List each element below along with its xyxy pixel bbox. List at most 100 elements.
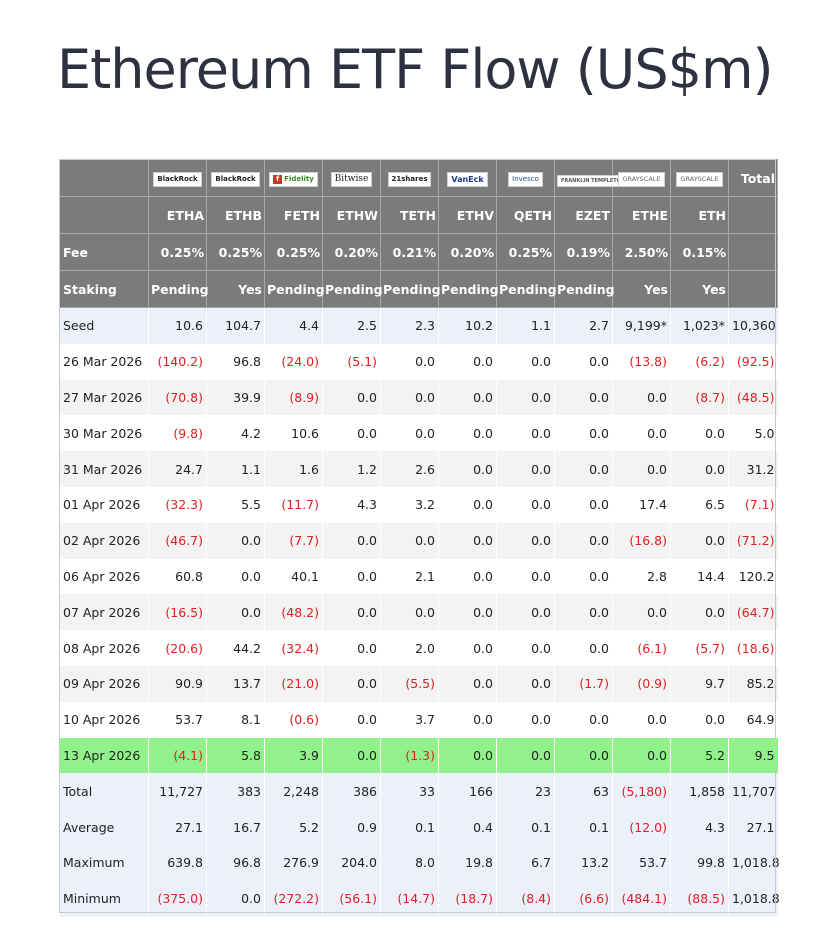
issuer-logo: Bitwise xyxy=(330,172,373,187)
flow-value-cell: 13.2 xyxy=(554,844,613,881)
issuer-logo: GRAYSCALE xyxy=(676,172,723,187)
flow-value-cell: (20.6) xyxy=(148,630,207,666)
row-total-cell: (64.7) xyxy=(728,594,778,631)
issuer-logo-cell: VanEck xyxy=(438,159,497,197)
flow-value-cell: (5,180) xyxy=(612,773,671,810)
row-total-cell: 10,360 xyxy=(728,307,778,344)
flow-value-cell: (0.6) xyxy=(264,701,323,738)
flow-value-cell: (13.8) xyxy=(612,343,671,380)
flow-value-cell: 0.0 xyxy=(206,594,265,631)
flow-value-cell: 4.4 xyxy=(264,307,323,344)
flow-value-cell: 2.8 xyxy=(612,558,671,595)
flow-value-cell: 0.0 xyxy=(322,558,381,595)
fee-cell: 0.20% xyxy=(438,233,497,271)
flow-value-cell: 0.0 xyxy=(612,451,671,487)
flow-value-cell: 0.0 xyxy=(554,343,613,380)
flow-value-cell: 0.0 xyxy=(554,558,613,595)
flow-value-cell: 0.9 xyxy=(322,809,381,845)
flow-value-cell: (18.7) xyxy=(438,880,497,917)
flow-value-cell: 2.6 xyxy=(380,451,439,487)
flow-value-cell: 14.4 xyxy=(670,558,729,595)
row-total-cell: 64.9 xyxy=(728,701,778,738)
fee-cell: 0.19% xyxy=(554,233,613,271)
flow-value-cell: 99.8 xyxy=(670,844,729,881)
flow-value-cell: 1.2 xyxy=(322,451,381,487)
flow-value-cell: 2.3 xyxy=(380,307,439,344)
flow-value-cell: 383 xyxy=(206,773,265,810)
flow-value-cell: (8.9) xyxy=(264,379,323,416)
table-row: 08 Apr 2026 (20.6) 44.2 (32.4) 0.0 2.0 0.0 0.0 0… xyxy=(59,630,778,666)
flow-value-cell: 0.0 xyxy=(670,594,729,631)
row-total-cell: (71.2) xyxy=(728,522,778,559)
flow-value-cell: 386 xyxy=(322,773,381,810)
row-label: Seed xyxy=(59,307,149,344)
flow-value-cell: 0.0 xyxy=(554,594,613,631)
flow-value-cell: 5.8 xyxy=(206,737,265,774)
issuer-logo-cell: GRAYSCALE xyxy=(612,159,671,197)
flow-value-cell: 90.9 xyxy=(148,665,207,702)
etf-flow-table: BlackRock BlackRock f Fidelity Bitwise 21shar… xyxy=(59,159,780,917)
flow-value-cell: 0.0 xyxy=(438,451,497,487)
flow-value-cell: 5.5 xyxy=(206,486,265,523)
issuer-logo-cell: BlackRock xyxy=(206,159,265,197)
ticker-cell: QETH xyxy=(496,196,555,234)
flow-value-cell: 0.0 xyxy=(496,379,555,416)
flow-value-cell: 0.4 xyxy=(438,809,497,845)
table-row: Average 27.1 16.7 5.2 0.9 0.1 0.4 0.1 0.1 (12.0) 4… xyxy=(59,809,778,845)
flow-value-cell: 6.7 xyxy=(496,844,555,881)
flow-value-cell: 0.0 xyxy=(438,558,497,595)
row-total-cell: 1,018.8 xyxy=(728,844,780,881)
flow-value-cell: 39.9 xyxy=(206,379,265,416)
flow-value-cell: 0.0 xyxy=(438,594,497,631)
staking-cell: Pending xyxy=(438,270,499,308)
table-row: Minimum (375.0) 0.0 (272.2) (56.1) (14.7) (18.… xyxy=(59,880,780,917)
flow-value-cell: 0.0 xyxy=(554,451,613,487)
flow-value-cell: 0.0 xyxy=(438,379,497,416)
flow-value-cell: 5.2 xyxy=(264,809,323,845)
flow-value-cell: 0.0 xyxy=(438,415,497,452)
flow-value-cell: 0.0 xyxy=(496,558,555,595)
flow-value-cell: 44.2 xyxy=(206,630,265,666)
flow-value-cell: 0.0 xyxy=(670,701,729,738)
flow-value-cell: 9,199* xyxy=(612,307,671,344)
ticker-cell: ETHA xyxy=(148,196,207,234)
ticker-cell: ETHB xyxy=(206,196,265,234)
row-total-cell: (48.5) xyxy=(728,379,778,416)
ticker-cell: ETHE xyxy=(612,196,671,234)
flow-value-cell: (56.1) xyxy=(322,880,381,917)
row-total-cell: 27.1 xyxy=(728,809,778,845)
flow-value-cell: 0.1 xyxy=(496,809,555,845)
table-row: Maximum 639.8 96.8 276.9 204.0 8.0 19.8 6.7 13.2… xyxy=(59,844,780,881)
flow-value-cell: 3.2 xyxy=(380,486,439,523)
flow-value-cell: 0.0 xyxy=(670,415,729,452)
fee-cell: 0.25% xyxy=(206,233,265,271)
flow-value-cell: 0.0 xyxy=(612,737,671,774)
flow-value-cell: 0.1 xyxy=(380,809,439,845)
issuer-logo: BlackRock xyxy=(153,172,202,187)
staking-cell: Pending xyxy=(380,270,441,308)
flow-value-cell: 23 xyxy=(496,773,555,810)
issuer-logo-cell: GRAYSCALE xyxy=(670,159,729,197)
flow-value-cell: 0.0 xyxy=(554,737,613,774)
issuer-logo-cell: FRANKLIN TEMPLETON xyxy=(554,159,630,197)
flow-value-cell: 63 xyxy=(554,773,613,810)
flow-value-cell: (46.7) xyxy=(148,522,207,559)
table-row: 31 Mar 2026 24.7 1.1 1.6 1.2 2.6 0.0 0.0 0.0 0.0 0… xyxy=(59,451,778,487)
table-row: 02 Apr 2026 (46.7) 0.0 (7.7) 0.0 0.0 0.0 0.0 0.0… xyxy=(59,522,778,559)
flow-value-cell: 2.5 xyxy=(322,307,381,344)
flow-value-cell: 204.0 xyxy=(322,844,381,881)
ticker-cell: FETH xyxy=(264,196,323,234)
row-label: Average xyxy=(59,809,149,845)
flow-value-cell: 0.0 xyxy=(438,522,497,559)
flow-value-cell: 0.0 xyxy=(496,594,555,631)
flow-value-cell: (9.8) xyxy=(148,415,207,452)
row-label: Minimum xyxy=(59,880,149,917)
flow-value-cell: 639.8 xyxy=(148,844,207,881)
flow-value-cell: 4.3 xyxy=(322,486,381,523)
flow-value-cell: 0.0 xyxy=(380,415,439,452)
flow-value-cell: 0.0 xyxy=(612,415,671,452)
flow-value-cell: 24.7 xyxy=(148,451,207,487)
flow-value-cell: 0.0 xyxy=(322,737,381,774)
row-label: 27 Mar 2026 xyxy=(59,379,149,416)
flow-value-cell: 0.0 xyxy=(438,630,497,666)
